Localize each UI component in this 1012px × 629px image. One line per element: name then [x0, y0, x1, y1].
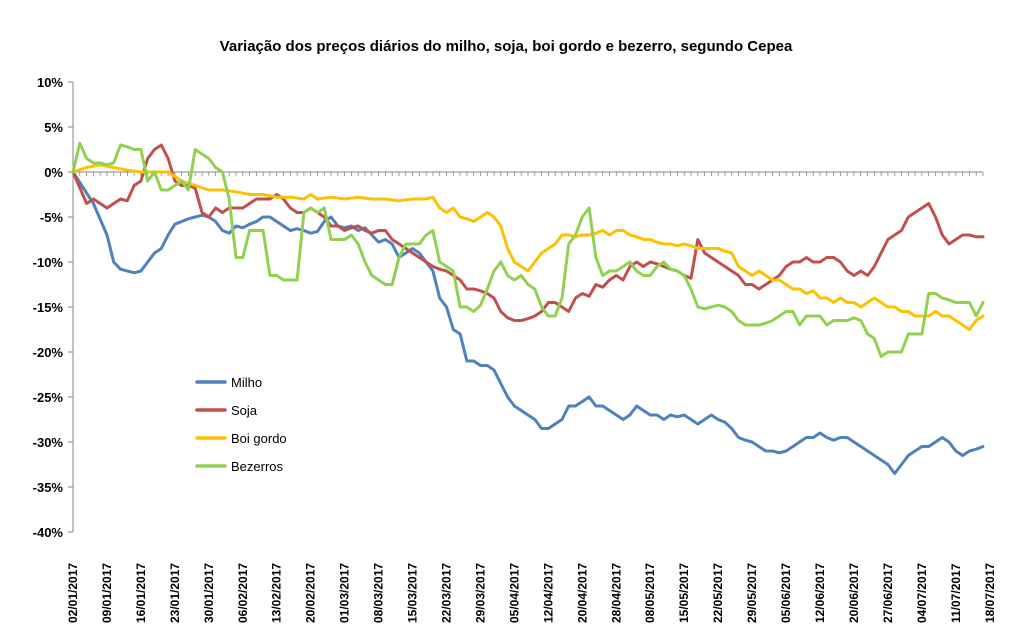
x-tick-label: 08/03/2017: [372, 563, 386, 623]
legend-label-milho: Milho: [231, 375, 262, 390]
x-tick-label: 13/02/2017: [270, 563, 284, 623]
x-tick-label: 15/03/2017: [406, 563, 420, 623]
series-line-boi-gordo: [71, 163, 985, 331]
y-tick-label: 5%: [44, 120, 63, 135]
y-tick-label: -25%: [33, 390, 64, 405]
x-tick-label: 12/04/2017: [541, 563, 555, 623]
x-tick-label: 09/01/2017: [100, 563, 114, 623]
y-tick-label: 10%: [37, 75, 63, 90]
x-tick-label: 29/03/2017: [473, 563, 487, 623]
x-tick-label: 16/01/2017: [134, 563, 148, 623]
y-tick-label: -35%: [33, 480, 64, 495]
y-tick-label: -5%: [40, 210, 64, 225]
x-tick-label: 15/05/2017: [677, 563, 691, 623]
legend-label-soja: Soja: [231, 403, 258, 418]
chart-title: Variação dos preços diários do milho, so…: [219, 38, 793, 55]
x-tick-label: 18/07/2017: [983, 563, 997, 623]
y-tick-label: -40%: [33, 525, 64, 540]
legend: Milho Soja Boi gordo Bezerros: [195, 375, 287, 474]
series-line-bezerros: [71, 141, 985, 358]
x-tick-label: 05/04/2017: [507, 563, 521, 623]
x-tick-label: 04/07/2017: [915, 563, 929, 623]
x-tick-label: 22/05/2017: [711, 563, 725, 623]
y-axis-ticks: 10% 5% 0% -5% -10% -15% -20% -25% -30% -35% -40%: [33, 75, 73, 540]
series-lines: [71, 141, 985, 475]
y-tick-label: -20%: [33, 345, 64, 360]
x-tick-label: 01/03/2017: [338, 563, 352, 623]
x-tick-label: 02/01/2017: [66, 563, 80, 623]
x-tick-label: 29/05/2017: [745, 563, 759, 623]
series-line-milho: [71, 170, 985, 475]
x-tick-label: 20/06/2017: [847, 563, 861, 623]
y-tick-label: 0%: [44, 165, 63, 180]
y-tick-label: -15%: [33, 300, 64, 315]
y-tick-label: -30%: [33, 435, 64, 450]
x-tick-label: 20/02/2017: [304, 563, 318, 623]
x-tick-label: 27/06/2017: [881, 563, 895, 623]
series-line-soja: [71, 143, 985, 322]
x-tick-label: 08/05/2017: [643, 563, 657, 623]
x-tick-label: 28/04/2017: [609, 563, 623, 623]
legend-label-bezerros: Bezerros: [231, 459, 284, 474]
x-tick-label: 11/07/2017: [949, 563, 963, 623]
x-tick-label: 22/03/2017: [440, 563, 454, 623]
x-tick-label: 12/06/2017: [813, 563, 827, 623]
x-tick-label: 06/02/2017: [236, 563, 250, 623]
x-tick-label: 05/06/2017: [779, 563, 793, 623]
legend-label-boi-gordo: Boi gordo: [231, 431, 287, 446]
x-axis-ticks: 02/01/2017 09/01/2017 16/01/2017 23/01/2017…: [66, 172, 997, 623]
x-tick-label: 23/01/2017: [168, 563, 182, 623]
x-tick-label: 20/04/2017: [575, 563, 589, 623]
x-tick-label: 30/01/2017: [202, 563, 216, 623]
y-tick-label: -10%: [33, 255, 64, 270]
